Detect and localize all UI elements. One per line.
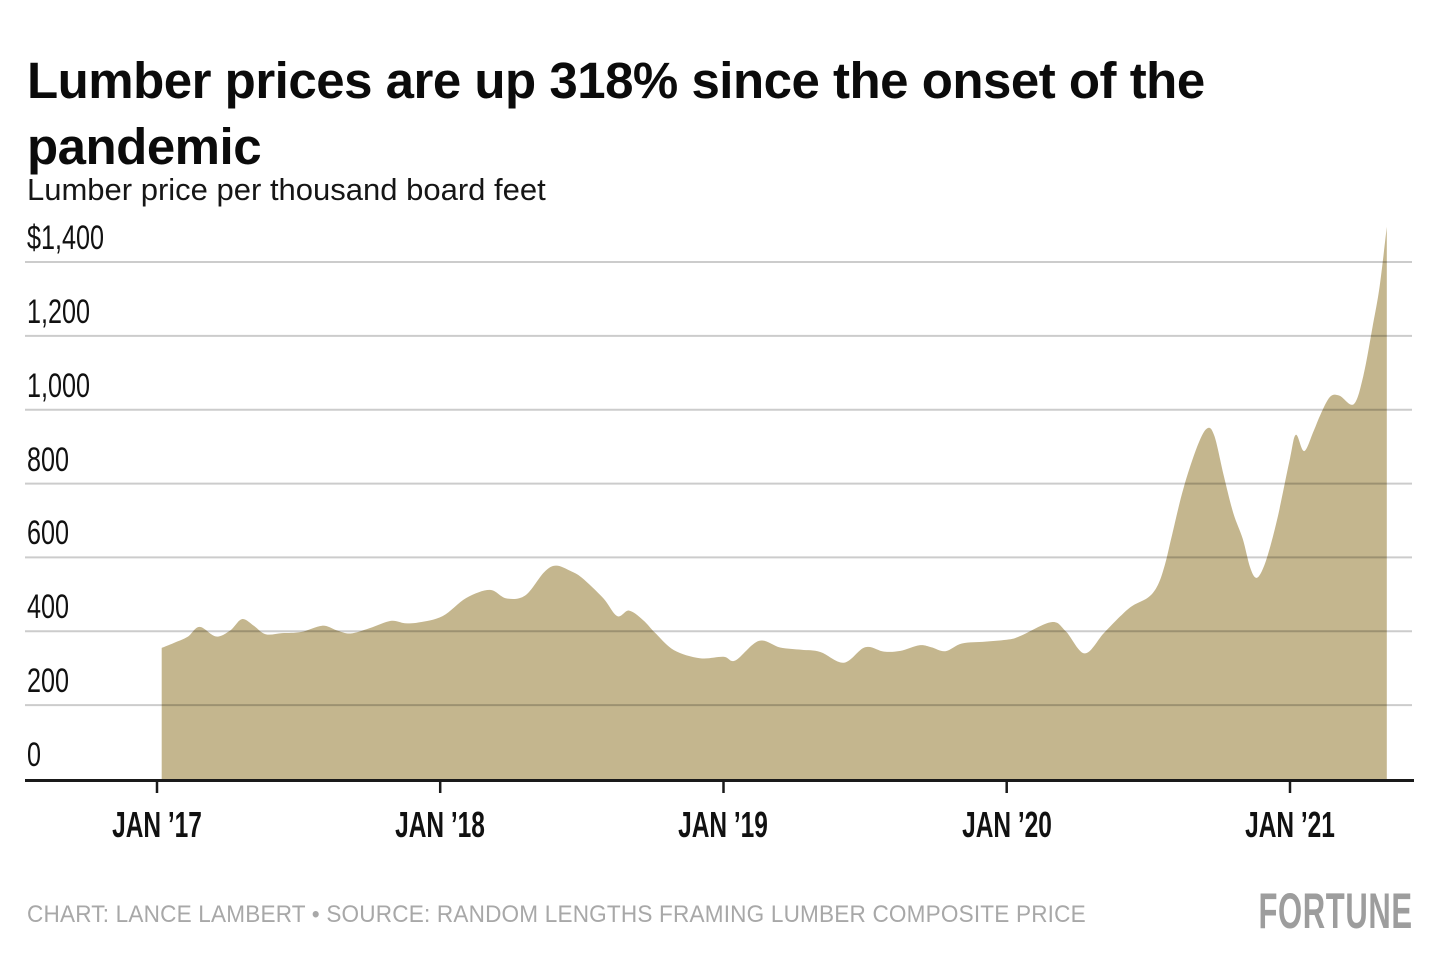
fortune-logo: FORTUNE	[1258, 883, 1413, 939]
y-axis-label: 600	[27, 514, 69, 553]
y-axis-label: 200	[27, 662, 69, 701]
y-axis-label: 800	[27, 440, 69, 479]
y-axis-label: 400	[27, 588, 69, 627]
y-axis-label: 1,200	[27, 292, 90, 331]
chart-title: Lumber prices are up 318% since the onse…	[27, 52, 1205, 176]
y-axis-label: 0	[27, 736, 42, 774]
x-axis-label: JAN ’19	[678, 804, 769, 845]
x-axis-label: JAN ’20	[961, 804, 1052, 845]
credit-line: CHART: LANCE LAMBERT • SOURCE: RANDOM LE…	[27, 901, 1086, 928]
chart-subtitle: Lumber price per thousand board feet	[27, 172, 546, 207]
lumber-price-area	[161, 226, 1387, 779]
y-axis-label: 1,000	[27, 366, 90, 405]
x-axis-label: JAN ’17	[112, 804, 202, 845]
x-axis-label: JAN ’21	[1245, 804, 1335, 845]
y-axis-label: $1,400	[27, 219, 104, 257]
x-axis-label: JAN ’18	[395, 804, 486, 845]
